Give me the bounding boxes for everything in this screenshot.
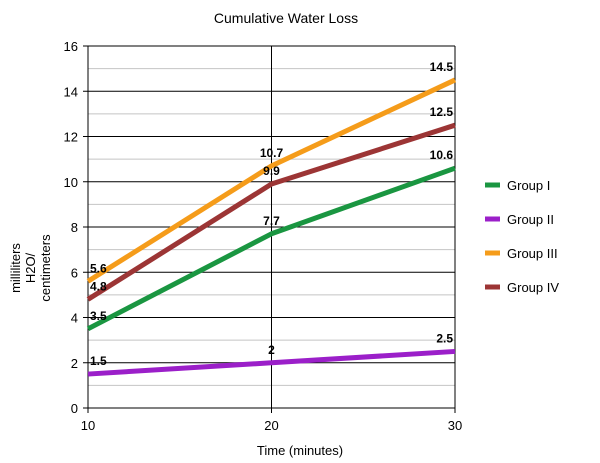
legend-label: Group II bbox=[507, 212, 554, 227]
legend-label: Group I bbox=[507, 178, 550, 193]
y-axis-title-line: centimeters bbox=[38, 234, 53, 302]
y-tick-label: 4 bbox=[71, 311, 78, 326]
data-label: 5.6 bbox=[90, 261, 107, 275]
legend-label: Group III bbox=[507, 246, 558, 261]
data-label: 1.5 bbox=[90, 354, 107, 368]
data-label: 12.5 bbox=[430, 105, 454, 119]
legend: Group I Group II Group III Group IV bbox=[485, 178, 559, 295]
y-tick-label: 14 bbox=[64, 84, 78, 99]
y-tick-label: 8 bbox=[71, 220, 78, 235]
y-tick-label: 2 bbox=[71, 356, 78, 371]
series-line bbox=[87, 348, 456, 377]
x-axis-title: Time (minutes) bbox=[257, 443, 343, 458]
x-tick-label: 20 bbox=[264, 418, 278, 433]
x-tick-labels: 10 20 30 bbox=[81, 418, 462, 433]
series-line bbox=[86, 122, 456, 302]
y-axis-title: milliliters H2O/ centimeters bbox=[8, 234, 53, 302]
y-axis-title-line: milliliters bbox=[8, 243, 23, 293]
y-tick-label: 16 bbox=[64, 39, 78, 54]
data-label: 2.5 bbox=[436, 331, 453, 345]
y-axis-title-line: H2O/ bbox=[23, 252, 38, 283]
data-label: 7.7 bbox=[263, 214, 280, 228]
data-label: 2 bbox=[268, 343, 275, 357]
chart-title: Cumulative Water Loss bbox=[214, 10, 358, 26]
data-labels: 3.5 7.7 10.6 1.5 2 2.5 5.6 10.7 14.5 4.8 9.9 12.5 bbox=[90, 60, 453, 368]
x-tick-label: 10 bbox=[81, 418, 95, 433]
data-label: 10.6 bbox=[430, 148, 454, 162]
data-label: 9.9 bbox=[263, 164, 280, 178]
x-tick-label: 30 bbox=[448, 418, 462, 433]
series-lines bbox=[86, 77, 457, 377]
y-tick-label: 6 bbox=[71, 265, 78, 280]
series-line bbox=[86, 77, 457, 284]
y-tick-labels: 0 2 4 6 8 10 12 14 16 bbox=[64, 39, 78, 416]
data-label: 3.5 bbox=[90, 309, 107, 323]
y-tick-label: 10 bbox=[64, 175, 78, 190]
y-tick-label: 0 bbox=[71, 401, 78, 416]
legend-label: Group IV bbox=[507, 280, 559, 295]
data-label: 10.7 bbox=[260, 146, 284, 160]
y-tick-label: 12 bbox=[64, 130, 78, 145]
data-label: 14.5 bbox=[430, 60, 454, 74]
series-line bbox=[86, 165, 456, 332]
axes bbox=[83, 45, 456, 413]
data-label: 4.8 bbox=[90, 279, 107, 293]
